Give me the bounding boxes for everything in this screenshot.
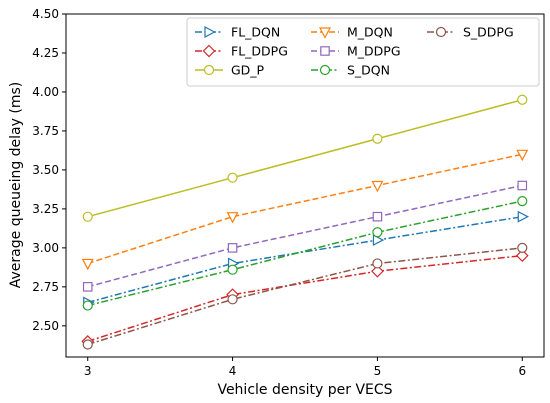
data-point <box>82 300 93 311</box>
y-tick-label: 2.50 <box>32 319 59 333</box>
data-point <box>81 258 94 271</box>
legend-item: S_DQN <box>311 63 390 78</box>
series-line <box>87 99 523 218</box>
data-point <box>517 94 528 105</box>
plot-layer <box>81 94 530 350</box>
y-tick-label: 3.50 <box>32 163 59 177</box>
data-point <box>371 264 384 278</box>
series-line <box>87 200 523 307</box>
legend-marker <box>203 64 215 76</box>
data-point <box>517 180 528 191</box>
y-tick-label: 4.00 <box>32 85 59 99</box>
legend-label: FL_DDPG <box>231 44 288 59</box>
legend-label: M_DQN <box>347 25 393 40</box>
series-s-dqn <box>82 195 528 311</box>
legend-item: FL_DDPG <box>195 44 288 59</box>
ticks-layer: 3 4 5 6 2.50 2.75 3.00 3.25 3.50 3.75 4.00 4.25 4.50 <box>32 7 526 378</box>
legend-marker <box>320 46 330 56</box>
series-line <box>87 153 523 265</box>
x-tick-label: 4 <box>229 364 237 378</box>
y-tick-label: 3.00 <box>32 241 59 255</box>
data-point <box>516 149 529 162</box>
legend-item: M_DDPG <box>311 44 401 59</box>
legend-item: GD_P <box>195 63 265 78</box>
axes-frame <box>65 13 545 358</box>
series-fl-dqn <box>83 210 530 309</box>
data-point <box>82 282 93 292</box>
data-point <box>227 172 238 183</box>
y-tick-label: 4.50 <box>32 7 59 21</box>
legend-marker <box>435 26 447 38</box>
series-gd-p <box>82 94 528 222</box>
x-axis-label: Vehicle density per VECS <box>217 382 392 398</box>
data-point <box>517 195 528 207</box>
y-tick-label: 2.75 <box>32 280 59 294</box>
data-point <box>515 249 529 263</box>
data-point <box>372 234 385 247</box>
legend-item: FL_DQN <box>195 25 280 40</box>
data-point <box>372 133 383 144</box>
series-line <box>87 184 523 288</box>
data-point <box>517 210 530 223</box>
data-point <box>227 264 238 275</box>
legend-label: GD_P <box>231 63 265 78</box>
series-s-ddpg <box>82 242 528 350</box>
legend-marker <box>204 26 216 38</box>
data-point <box>371 180 384 193</box>
x-tick-label: 5 <box>374 364 382 378</box>
legend-marker <box>202 44 216 58</box>
legend-item: M_DQN <box>311 25 393 40</box>
series-line <box>87 254 523 343</box>
y-tick-label: 4.25 <box>32 46 59 60</box>
series-line <box>87 247 523 346</box>
legend-label: S_DQN <box>347 63 390 78</box>
legend: FL_DQN FL_DDPG GD_P M_DQN M_DDPG S_DQN S_DDPG <box>186 17 540 87</box>
data-point <box>227 294 238 305</box>
legend-marker <box>319 27 331 39</box>
data-point <box>226 212 239 224</box>
data-point <box>372 227 383 238</box>
legend-item: S_DDPG <box>427 25 514 40</box>
x-tick-label: 3 <box>84 364 92 378</box>
series-m-dqn <box>81 149 529 271</box>
legend-label: M_DDPG <box>347 44 401 59</box>
data-point <box>82 339 93 350</box>
data-point <box>372 258 383 269</box>
data-point <box>372 211 383 222</box>
series-fl-ddpg <box>81 249 529 348</box>
legend-label: FL_DQN <box>231 25 280 40</box>
y-axis-label: Average queueing delay (ms) <box>8 82 24 288</box>
series-line <box>87 215 523 304</box>
legend-box <box>186 17 540 87</box>
legend-label: S_DDPG <box>463 25 514 40</box>
data-point <box>82 211 93 222</box>
y-tick-label: 3.25 <box>32 202 59 216</box>
data-point <box>517 242 528 253</box>
legend-marker <box>319 64 331 76</box>
data-point <box>227 243 238 253</box>
series-m-ddpg <box>82 180 528 292</box>
y-tick-label: 3.75 <box>32 124 59 138</box>
x-tick-label: 6 <box>518 364 526 378</box>
